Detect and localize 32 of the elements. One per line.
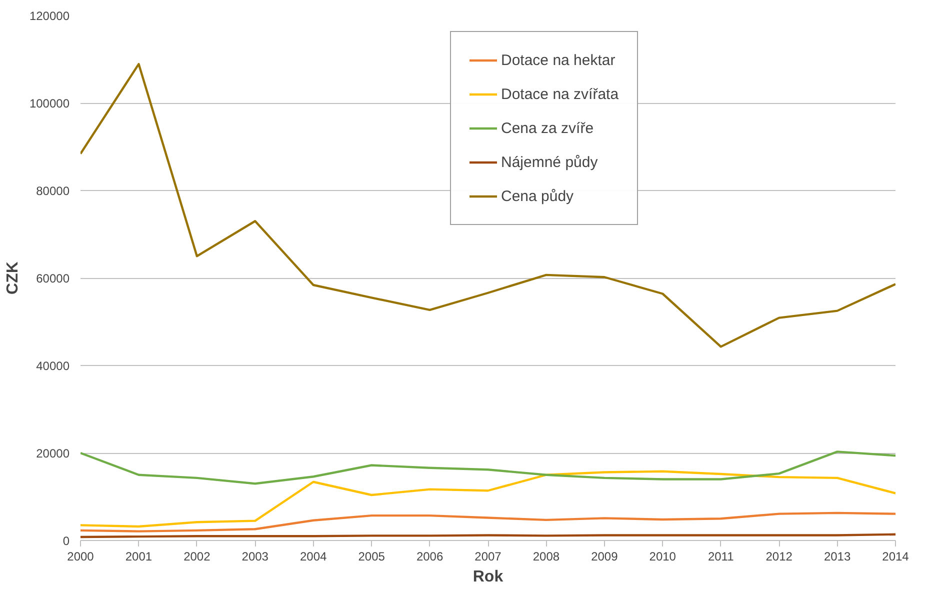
x-tick-label: 2000 [67, 550, 94, 564]
x-tick-label: 2008 [532, 550, 560, 564]
x-tick-label: 2014 [882, 550, 910, 564]
legend-label: Dotace na zvířata [501, 86, 619, 102]
y-tick-label: 60000 [36, 272, 70, 286]
legend-label: Cena půdy [501, 188, 574, 204]
x-tick-label: 2011 [708, 550, 734, 564]
y-tick-label: 100000 [29, 96, 70, 110]
legend-label: Nájemné půdy [501, 154, 598, 170]
legend-label: Cena za zvíře [501, 120, 594, 136]
line-series [80, 512, 896, 532]
x-tick-label: 2001 [125, 550, 152, 564]
y-tick-label: 40000 [36, 359, 70, 373]
y-axis-title: CZK [4, 261, 22, 294]
x-tick-label: 2004 [300, 550, 328, 564]
line-series [80, 450, 896, 485]
x-tick-label: 2003 [242, 550, 269, 564]
line-series [80, 470, 896, 528]
x-tick-label: 2005 [358, 550, 386, 564]
x-tick-label: 2013 [824, 550, 851, 564]
x-tick-label: 2010 [649, 550, 676, 564]
x-tick-label: 2006 [416, 550, 444, 564]
y-tick-label: 120000 [29, 9, 70, 23]
x-tick-label: 2002 [184, 550, 211, 564]
x-axis-title: Rok [472, 568, 504, 586]
x-tick-label: 2012 [766, 550, 793, 564]
x-tick-label: 2009 [591, 550, 618, 564]
y-tick-label: 80000 [36, 184, 70, 198]
legend-label: Dotace na hektar [501, 52, 616, 68]
x-tick-label: 2007 [474, 550, 502, 564]
y-tick-label: 0 [62, 534, 70, 548]
y-tick-label: 20000 [36, 446, 70, 460]
